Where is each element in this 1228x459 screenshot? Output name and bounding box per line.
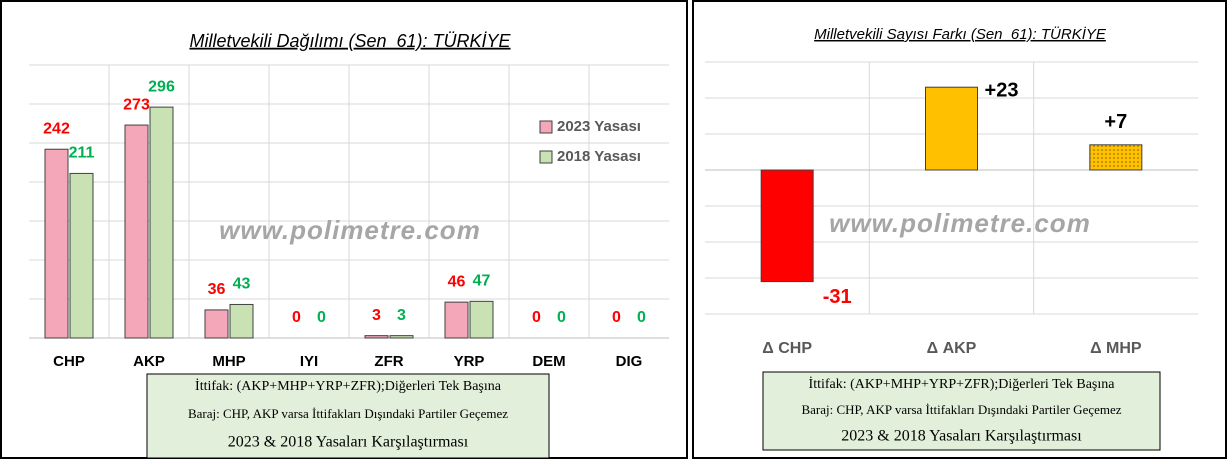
note: İttifak: (AKP+MHP+YRP+ZFR);Diğerleri Tek… — [809, 376, 1116, 392]
right-panel — [692, 0, 1227, 459]
bar — [1089, 144, 1143, 171]
x-tick-label: YRP — [454, 353, 485, 370]
data-label: 43 — [233, 276, 251, 293]
note: 2023 & 2018 Yasaları Karşılaştırması — [228, 434, 469, 451]
bar — [469, 300, 494, 339]
note-box — [146, 373, 550, 459]
data-label: +23 — [985, 79, 1019, 101]
x-tick-label: Δ MHP — [1090, 340, 1142, 357]
bar — [204, 309, 229, 339]
data-label: 0 — [612, 309, 621, 326]
data-label: 3 — [372, 307, 381, 324]
x-tick-label: DIG — [616, 353, 643, 370]
data-label: 273 — [123, 96, 150, 113]
bar — [149, 106, 174, 339]
data-label: 0 — [557, 309, 566, 326]
x-tick-label: CHP — [53, 353, 85, 370]
bar — [760, 169, 814, 283]
x-tick-label: IYI — [300, 353, 318, 370]
data-label: 47 — [473, 273, 491, 290]
x-tick-label: Δ CHP — [762, 340, 812, 357]
bar — [364, 335, 389, 339]
watermark: www.polimetre.com — [219, 215, 481, 245]
note: İttifak: (AKP+MHP+YRP+ZFR);Diğerleri Tek… — [195, 378, 502, 394]
bar — [389, 335, 414, 339]
note: 2023 & 2018 Yasaları Karşılaştırması — [841, 428, 1082, 445]
x-tick-label: DEM — [532, 353, 565, 370]
bar — [444, 301, 469, 339]
data-label: 46 — [448, 273, 466, 290]
legend-swatch — [539, 120, 553, 134]
legend-label: 2018 Yasası — [557, 148, 641, 165]
data-label: 3 — [397, 307, 406, 324]
bar — [925, 86, 978, 171]
note: Baraj: CHP, AKP varsa İttifakları Dışınd… — [801, 402, 1121, 417]
bar — [69, 172, 94, 339]
x-tick-label: AKP — [133, 353, 165, 370]
data-label: 0 — [317, 309, 326, 326]
x-tick-label: Δ AKP — [927, 340, 977, 357]
bar — [229, 303, 254, 339]
chart-title: Milletvekili Sayısı Farkı (Sen_61): TÜRK… — [814, 25, 1107, 43]
data-label: 0 — [292, 309, 301, 326]
watermark: www.polimetre.com — [829, 208, 1091, 238]
data-label: 0 — [532, 309, 541, 326]
data-label: 242 — [43, 120, 70, 137]
data-label: 211 — [69, 145, 95, 162]
data-label: +7 — [1104, 111, 1127, 133]
x-tick-label: MHP — [212, 353, 245, 370]
note: Baraj: CHP, AKP varsa İttifakları Dışınd… — [188, 406, 508, 421]
bar — [124, 124, 149, 339]
legend-swatch — [539, 150, 553, 164]
data-label: 296 — [148, 78, 175, 95]
chart-title: Milletvekili Dağılımı (Sen_61): TÜRKİYE — [189, 31, 511, 51]
x-tick-label: ZFR — [374, 353, 403, 370]
data-label: 0 — [637, 309, 646, 326]
data-label: -31 — [823, 286, 852, 308]
bar — [44, 148, 69, 339]
note-box — [762, 371, 1161, 451]
legend-label: 2023 Yasası — [557, 118, 641, 135]
data-label: 36 — [208, 281, 226, 298]
